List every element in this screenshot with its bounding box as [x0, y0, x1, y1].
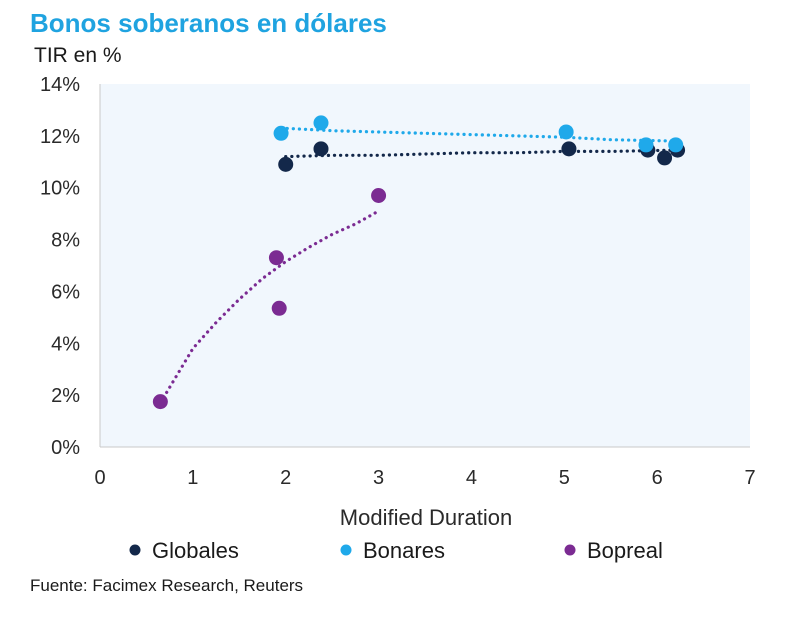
y-tick-label: 4% — [51, 333, 80, 355]
legend-label-bonares: Bonares — [363, 538, 445, 563]
legend-label-globales: Globales — [152, 538, 239, 563]
legend-label-bopreal: Bopreal — [587, 538, 663, 563]
data-point-globales — [561, 141, 577, 157]
chart-title: Bonos soberanos en dólares — [30, 8, 387, 38]
data-point-bonares — [668, 137, 684, 153]
y-tick-label: 10% — [40, 178, 80, 200]
x-axis-title: Modified Duration — [340, 505, 512, 530]
data-point-bopreal — [268, 250, 284, 266]
y-tick-label: 8% — [51, 230, 80, 252]
x-tick-label: 5 — [559, 467, 570, 489]
x-tick-label: 4 — [466, 467, 477, 489]
data-point-bonares — [313, 115, 329, 131]
source-note: Fuente: Facimex Research, Reuters — [30, 576, 304, 595]
y-tick-label: 2% — [51, 385, 80, 407]
x-tick-label: 0 — [94, 467, 105, 489]
data-point-globales — [278, 156, 294, 172]
x-tick-label: 1 — [187, 467, 198, 489]
x-tick-label: 3 — [373, 467, 384, 489]
data-point-bonares — [273, 125, 289, 141]
legend-marker-globales — [129, 544, 141, 556]
data-point-bonares — [558, 124, 574, 140]
y-tick-label: 6% — [51, 281, 80, 303]
legend-marker-bonares — [340, 544, 352, 556]
data-point-globales — [313, 141, 329, 157]
legend-marker-bopreal — [564, 544, 576, 556]
y-tick-label: 0% — [51, 437, 80, 459]
data-point-bopreal — [371, 187, 387, 203]
data-point-globales — [657, 150, 673, 166]
plot-area — [100, 84, 750, 447]
data-point-bopreal — [152, 394, 168, 410]
y-tick-label: 14% — [40, 74, 80, 96]
x-tick-label: 7 — [744, 467, 755, 489]
x-tick-label: 6 — [652, 467, 663, 489]
data-point-bonares — [638, 137, 654, 153]
trendline-globales — [284, 148, 680, 159]
data-point-bopreal — [271, 300, 287, 316]
y-tick-label: 12% — [40, 126, 80, 148]
y-axis-label: TIR en % — [34, 44, 122, 67]
x-tick-label: 2 — [280, 467, 291, 489]
trendline-bonares — [279, 126, 678, 143]
